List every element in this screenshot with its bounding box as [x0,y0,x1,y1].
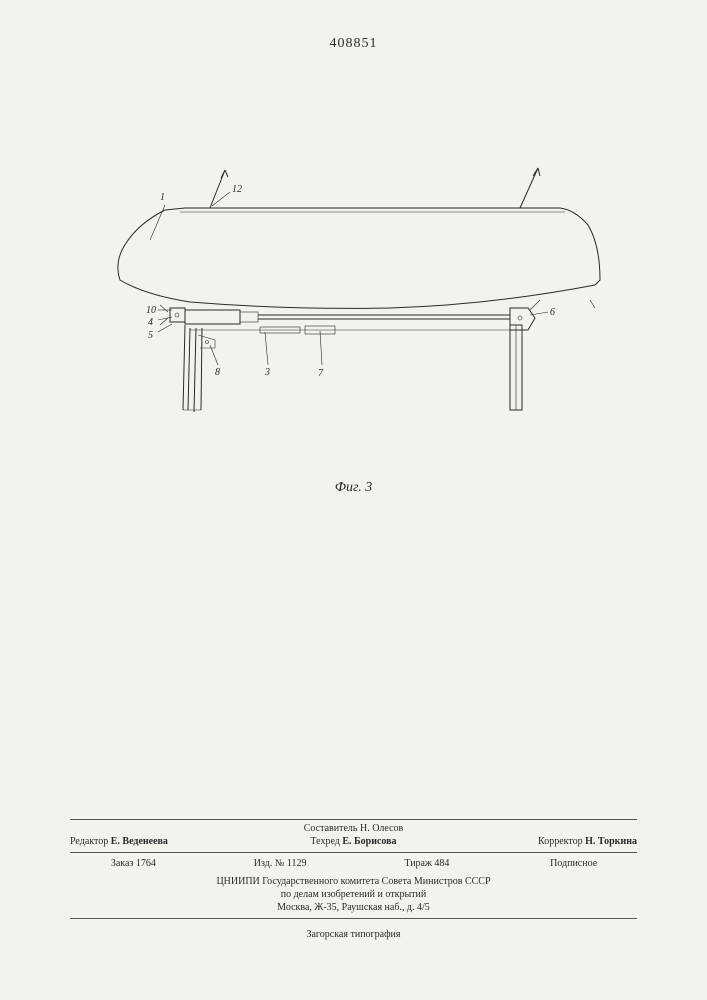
organization: ЦНИИПИ Государственного комитета Совета … [70,875,637,914]
label-6: 6 [550,307,555,318]
label-7: 7 [318,368,324,379]
label-10: 10 [146,305,156,316]
page-number: 408851 [330,36,378,52]
printer: Загорская типография [70,929,637,940]
label-12: 12 [232,184,242,195]
label-5: 5 [148,330,153,341]
figure-caption: Фиг. 3 [335,480,373,496]
compiler-line: Составитель Н. Олесов [70,823,637,834]
colophon: Составитель Н. Олесов Редактор Е. Ведене… [70,816,637,940]
label-4: 4 [148,317,153,328]
print-row: Заказ 1764 Изд. № 1129 Тираж 484 Подписн… [70,856,637,871]
credits-row: Редактор Е. Веденеева Техред Е. Борисова… [70,834,637,849]
label-1: 1 [160,192,165,203]
label-8: 8 [215,367,220,378]
figure-boat-hydrofoil: 1 12 10 [90,150,610,500]
label-3: 3 [264,367,270,378]
